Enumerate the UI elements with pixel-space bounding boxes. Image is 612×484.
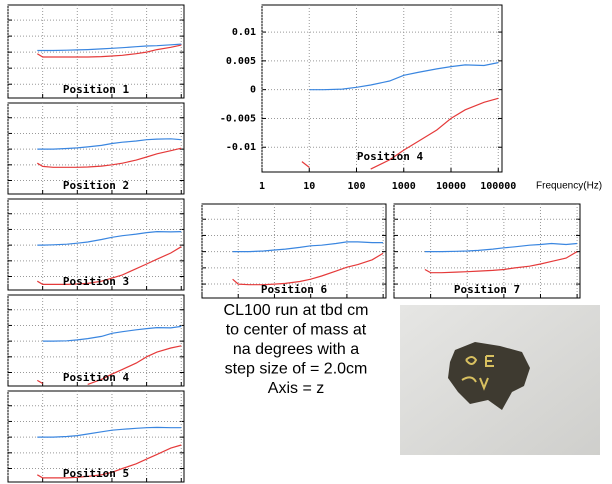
chart-title: Position 7 [454, 283, 520, 296]
series-line [424, 242, 578, 253]
x-tick-label: 10 [303, 181, 315, 192]
plot-area [261, 4, 503, 173]
series-line [36, 246, 182, 285]
chart-title: Position 4 [63, 371, 130, 384]
series-line [424, 251, 578, 274]
chart-panel: Position 1 [7, 4, 185, 99]
series-line [37, 444, 182, 479]
chart-title: Position 4 [357, 150, 424, 163]
y-tick-label: 0.005 [226, 56, 256, 67]
chart-title: Position 3 [63, 275, 129, 288]
x-tick-label: 10000 [436, 181, 466, 192]
series-line [36, 147, 182, 168]
series-line [37, 230, 182, 246]
chart-panel: Position 6 [201, 203, 387, 299]
chart-panel: -0.01 -0.005 0 0.005 0.01 1 10 100 1000 10000 1000… [220, 4, 602, 192]
chart-title: Position 1 [63, 83, 130, 96]
y-tick-label: -0.01 [226, 142, 256, 153]
series-line [232, 241, 384, 253]
chart-title: Position 2 [63, 179, 129, 192]
y-tick-label: 0 [250, 85, 256, 96]
x-axis-label: Frequency(Hz) [536, 181, 602, 192]
chart-panel: Position 5 [7, 390, 185, 483]
series-line [301, 97, 499, 170]
series-line [37, 43, 182, 52]
x-tick-label: 1 [259, 181, 265, 192]
chart-title: Position 6 [261, 283, 328, 296]
series-line [309, 62, 499, 91]
x-tick-label: 1000 [392, 181, 416, 192]
series-line [36, 44, 182, 58]
chart-panel: Position 2 [7, 102, 185, 195]
y-tick-label: -0.005 [220, 113, 256, 124]
caption-line: to center of mass at [226, 322, 367, 339]
y-tick-label: 0.01 [232, 27, 256, 38]
series-line [42, 325, 182, 342]
caption-line: CL100 run at tbd cm [224, 302, 369, 319]
x-tick-label: 100000 [480, 181, 516, 192]
chart-panel: Position 4 [7, 294, 185, 387]
series-line [37, 426, 182, 438]
chart-title: Position 5 [63, 467, 129, 480]
caption-line: na degrees with a [233, 341, 359, 358]
chart-panel: Position 3 [7, 198, 185, 291]
caption-line: Axis = z [268, 380, 324, 397]
series-line [37, 345, 182, 385]
series-line [37, 138, 182, 150]
chart-panel: Position 7 [393, 203, 581, 299]
caption-line: step size of = 2.0cm [225, 361, 368, 378]
photo [400, 305, 600, 455]
series-line [232, 252, 384, 286]
x-tick-label: 100 [347, 181, 365, 192]
